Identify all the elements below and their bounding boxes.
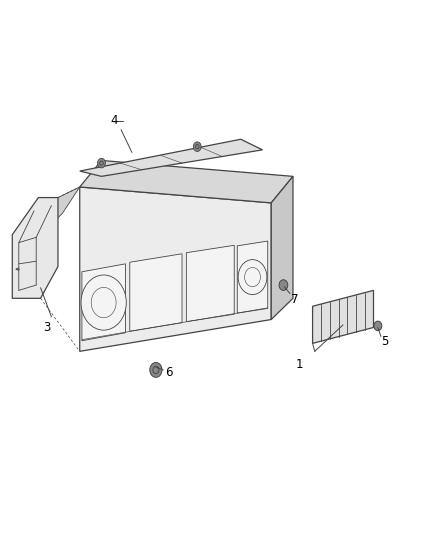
Polygon shape [82,264,125,341]
Circle shape [81,275,126,330]
Text: 5: 5 [381,335,389,348]
Circle shape [374,321,382,330]
Text: 7: 7 [290,293,298,306]
Circle shape [279,280,288,290]
Polygon shape [313,290,374,343]
Polygon shape [271,176,293,319]
Circle shape [238,260,267,295]
Circle shape [150,362,162,377]
Circle shape [98,158,106,168]
Polygon shape [130,254,182,331]
Text: 3: 3 [43,321,51,334]
Circle shape [193,142,201,151]
Polygon shape [186,245,234,321]
Text: 1: 1 [296,358,303,371]
Polygon shape [80,160,293,203]
Polygon shape [39,187,80,235]
Polygon shape [80,187,271,351]
Text: 6: 6 [165,366,173,379]
Polygon shape [80,139,262,176]
Text: 4: 4 [111,114,118,127]
Polygon shape [12,198,58,298]
Polygon shape [237,241,268,313]
